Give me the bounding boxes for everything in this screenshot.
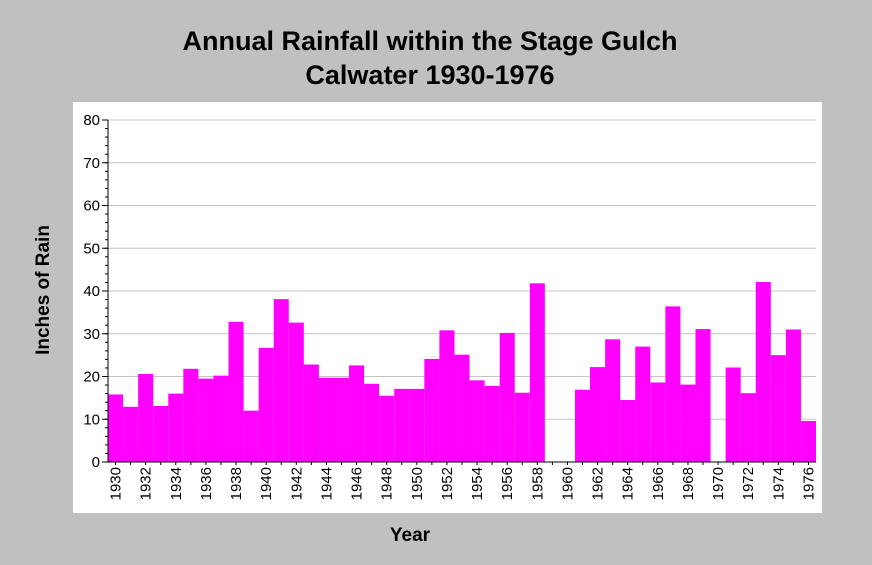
bar-1967	[665, 306, 681, 462]
bar-1934	[168, 393, 184, 462]
x-tick-label: 1956	[499, 467, 516, 500]
y-tick-label: 0	[92, 454, 100, 471]
y-tick-label: 60	[83, 198, 100, 215]
bar-1950	[409, 388, 425, 462]
x-tick-label: 1940	[258, 467, 275, 500]
x-tick-label: 1934	[168, 467, 185, 500]
bar-1935	[183, 368, 199, 462]
bar-1962	[590, 367, 606, 462]
y-tick-label: 50	[83, 240, 100, 257]
y-tick-label: 80	[83, 112, 100, 129]
x-tick-label: 1942	[288, 467, 305, 500]
x-tick-label: 1954	[469, 467, 486, 500]
bar-1937	[213, 375, 229, 462]
bar-1940	[258, 347, 274, 462]
x-tick-label: 1948	[379, 467, 396, 500]
x-tick-label: 1952	[439, 467, 456, 500]
bar-1933	[153, 405, 169, 462]
bar-1972	[740, 393, 756, 462]
x-tick-label: 1936	[198, 467, 215, 500]
bar-1944	[318, 377, 334, 462]
bar-1963	[605, 339, 621, 462]
bar-1965	[635, 346, 651, 462]
bar-1938	[228, 321, 244, 462]
bar-1931	[123, 406, 139, 462]
x-tick-labels: 1930 1932 1934 1936 1938 1940 1942 1944 1946 1948…	[108, 467, 818, 500]
y-tick-label: 20	[83, 369, 100, 386]
bar-1975	[785, 329, 801, 462]
x-tick-label: 1958	[529, 467, 546, 500]
x-tick-label: 1944	[318, 467, 335, 500]
bar-1951	[424, 358, 440, 462]
x-axis-title: Year	[390, 525, 431, 546]
x-tick-label: 1972	[740, 467, 757, 500]
bar-1945	[333, 377, 350, 462]
bar-1939	[243, 410, 259, 462]
bar-layer	[108, 282, 816, 462]
x-tick-label: 1968	[680, 467, 697, 500]
bar-1957	[514, 392, 530, 462]
y-tick-label: 30	[83, 326, 100, 343]
bar-1956	[499, 332, 515, 462]
x-tick-label: 1964	[620, 467, 637, 500]
x-tick-label: 1970	[710, 467, 727, 500]
chart-subtitle: Calwater 1930-1976	[305, 60, 554, 90]
y-tick-labels: 0 10 20 30 40 50 60 70 80	[83, 112, 100, 471]
bar-1973	[755, 282, 771, 462]
bar-1961	[574, 389, 591, 462]
y-axis-title: Inches of Rain	[33, 225, 54, 355]
bar-1969	[695, 329, 711, 462]
x-tick-label: 1946	[349, 467, 366, 500]
x-tick-label: 1938	[228, 467, 245, 500]
bar-1932	[138, 373, 154, 462]
x-tick-label: 1976	[800, 467, 817, 500]
bar-1943	[303, 364, 319, 462]
bar-1976	[800, 420, 816, 462]
x-tick-label: 1950	[409, 467, 426, 500]
bar-1971	[725, 367, 741, 462]
bar-1966	[650, 382, 666, 462]
bar-1968	[680, 384, 696, 462]
bar-1974	[770, 355, 786, 462]
y-tick-label: 10	[83, 411, 100, 428]
bar-1942	[288, 322, 304, 462]
bar-1955	[484, 385, 500, 462]
bar-1953	[454, 354, 470, 462]
bar-1954	[469, 380, 485, 462]
x-tick-label: 1966	[650, 467, 667, 500]
bar-1930	[108, 394, 124, 462]
bar-1952	[439, 330, 455, 462]
y-tick-label: 70	[83, 155, 100, 172]
x-tick-label: 1932	[138, 467, 155, 500]
x-tick-label: 1974	[770, 467, 787, 500]
bar-1964	[620, 400, 636, 462]
x-tick-label: 1930	[108, 467, 125, 500]
bar-1936	[198, 378, 214, 462]
bar-1958	[529, 283, 545, 462]
bar-1947	[364, 383, 380, 462]
bar-1941	[273, 299, 289, 462]
axis-layer	[102, 119, 816, 465]
x-tick-label: 1962	[590, 467, 607, 500]
y-tick-label: 40	[83, 283, 100, 300]
bar-1949	[394, 388, 410, 462]
bar-1946	[349, 365, 365, 462]
chart-title: Annual Rainfall within the Stage Gulch	[182, 26, 677, 56]
x-tick-label: 1960	[559, 467, 576, 500]
bar-1948	[379, 395, 395, 462]
